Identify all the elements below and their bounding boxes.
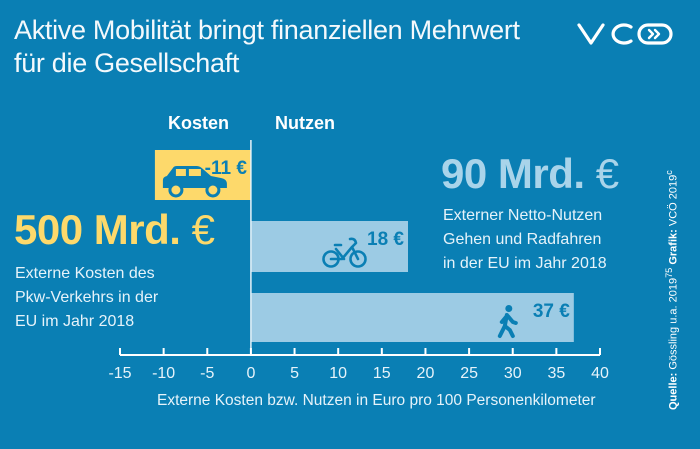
source-sup: 75: [664, 267, 674, 278]
x-tick-label: 20: [417, 365, 435, 382]
x-tick-label: 0: [246, 365, 255, 382]
x-tick-label: 5: [290, 365, 299, 382]
x-tick-label: 40: [591, 365, 609, 382]
benefits-total-unit: €: [595, 150, 619, 197]
benefits-total-value: 90 Mrd.: [441, 150, 585, 197]
costs-total: 500 Mrd. €: [14, 206, 215, 253]
costs-desc-line: EU im Jahr 2018: [15, 313, 135, 330]
source-credit: Quelle: Gössling u.a. 201975 Grafik: VCÖ…: [664, 170, 680, 410]
costs-desc-line: Pkw-Verkehrs in der: [15, 289, 159, 306]
x-tick-label: -10: [152, 365, 175, 382]
x-tick-label: 30: [504, 365, 522, 382]
source-label: Quelle:: [667, 372, 680, 410]
benefits-description: Externer Netto-Nutzen Gehen und Radfahre…: [443, 204, 607, 276]
benefits-desc-line: Gehen und Radfahren: [443, 231, 602, 248]
costs-desc-line: Externe Kosten des: [15, 265, 155, 282]
benefits-total: 90 Mrd. €: [441, 152, 619, 196]
title-line-2: für die Gesellschaft: [14, 48, 240, 78]
page-title: Aktive Mobilität bringt finanziellen Meh…: [14, 14, 520, 80]
bar-value-label: 18 €: [367, 229, 404, 250]
costs-total-unit: €: [191, 206, 215, 253]
column-header-costs: Kosten: [168, 113, 230, 133]
benefits-desc-line: Externer Netto-Nutzen: [443, 207, 603, 224]
graphic-text: VCÖ 2019: [667, 174, 680, 227]
x-tick-label: 25: [460, 365, 478, 382]
x-tick-label: -5: [200, 365, 214, 382]
x-tick-label: 15: [373, 365, 391, 382]
graphic-label: Grafik:: [667, 229, 680, 265]
car-icon: [162, 166, 227, 198]
pedestrian-icon: [497, 305, 518, 338]
column-header-benefits: Nutzen: [275, 113, 335, 133]
costs-total-value: 500 Mrd.: [14, 206, 181, 253]
source-text: Gössling u.a. 2019: [667, 277, 680, 370]
bicycle-icon: [322, 237, 367, 268]
graphic-sup: c: [664, 170, 674, 175]
costs-description: Externe Kosten des Pkw-Verkehrs in der E…: [15, 262, 158, 334]
benefits-desc-line: in der EU im Jahr 2018: [443, 255, 607, 272]
vco-logo: [577, 23, 673, 45]
bar-value-label: 37 €: [533, 301, 570, 322]
x-axis-label: Externe Kosten bzw. Nutzen in Euro pro 1…: [157, 392, 596, 409]
bar-gehen: [250, 293, 574, 342]
bar-fahrrad: [250, 221, 408, 272]
x-tick-label: -15: [108, 365, 131, 382]
x-tick-label: 10: [329, 365, 347, 382]
title-line-1: Aktive Mobilität bringt finanziellen Meh…: [14, 15, 520, 45]
bar-value-label: -11 €: [205, 158, 248, 179]
x-tick-label: 35: [547, 365, 565, 382]
